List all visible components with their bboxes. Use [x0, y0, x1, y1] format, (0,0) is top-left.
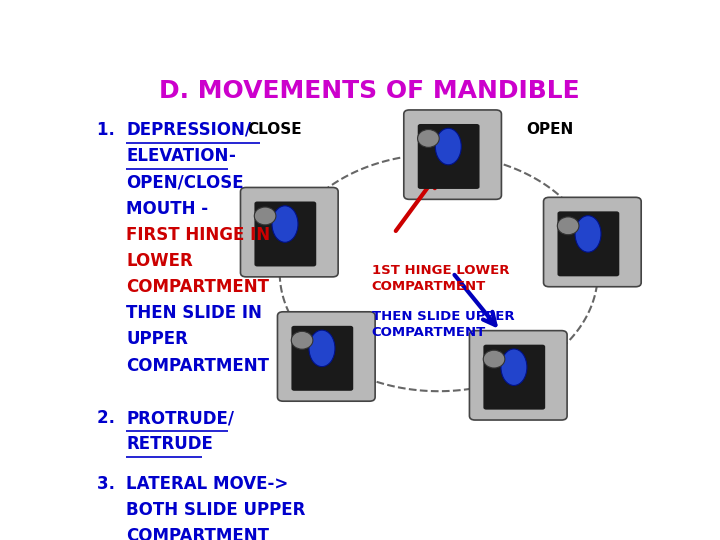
Ellipse shape [436, 129, 462, 165]
FancyBboxPatch shape [404, 110, 501, 199]
Ellipse shape [575, 215, 601, 252]
Text: COMPARTMENT: COMPARTMENT [126, 278, 269, 296]
Text: CLOSE: CLOSE [247, 122, 302, 137]
FancyBboxPatch shape [277, 312, 375, 401]
Text: THEN SLIDE IN: THEN SLIDE IN [126, 305, 262, 322]
FancyBboxPatch shape [544, 197, 642, 287]
FancyBboxPatch shape [469, 330, 567, 420]
Text: COMPARTMENT: COMPARTMENT [126, 357, 269, 375]
Ellipse shape [418, 130, 439, 147]
FancyBboxPatch shape [483, 345, 545, 410]
Text: RETRUDE: RETRUDE [126, 435, 213, 453]
Text: BOTH SLIDE UPPER: BOTH SLIDE UPPER [126, 501, 306, 519]
Text: ELEVATION: ELEVATION [126, 147, 229, 165]
Text: PROTRUDE/: PROTRUDE/ [126, 409, 234, 427]
Ellipse shape [309, 330, 335, 367]
Text: 1.: 1. [96, 121, 120, 139]
FancyBboxPatch shape [292, 326, 354, 391]
Text: OPEN: OPEN [527, 122, 574, 137]
FancyBboxPatch shape [254, 201, 316, 266]
Text: -: - [228, 147, 235, 165]
Ellipse shape [292, 332, 313, 349]
Text: THEN SLIDE UPPER
COMPARTMENT: THEN SLIDE UPPER COMPARTMENT [372, 310, 514, 339]
Ellipse shape [501, 349, 527, 386]
Text: 1ST HINGE LOWER
COMPARTMENT: 1ST HINGE LOWER COMPARTMENT [372, 265, 509, 293]
Text: COMPARTMENT: COMPARTMENT [126, 527, 269, 540]
FancyBboxPatch shape [557, 211, 619, 276]
Text: FIRST HINGE IN: FIRST HINGE IN [126, 226, 271, 244]
Text: D. MOVEMENTS OF MANDIBLE: D. MOVEMENTS OF MANDIBLE [158, 79, 580, 103]
Text: MOUTH -: MOUTH - [126, 199, 208, 218]
Text: UPPER: UPPER [126, 330, 188, 348]
Text: LOWER: LOWER [126, 252, 193, 270]
Text: DEPRESSION/: DEPRESSION/ [126, 121, 251, 139]
FancyBboxPatch shape [418, 124, 480, 189]
Ellipse shape [272, 206, 298, 242]
Ellipse shape [557, 217, 579, 235]
Text: LATERAL MOVE->: LATERAL MOVE-> [126, 475, 289, 492]
Text: 2.: 2. [96, 409, 120, 427]
FancyBboxPatch shape [240, 187, 338, 277]
Ellipse shape [254, 207, 276, 225]
Text: OPEN/CLOSE: OPEN/CLOSE [126, 173, 244, 191]
Text: 3.: 3. [96, 475, 120, 492]
Ellipse shape [483, 350, 505, 368]
